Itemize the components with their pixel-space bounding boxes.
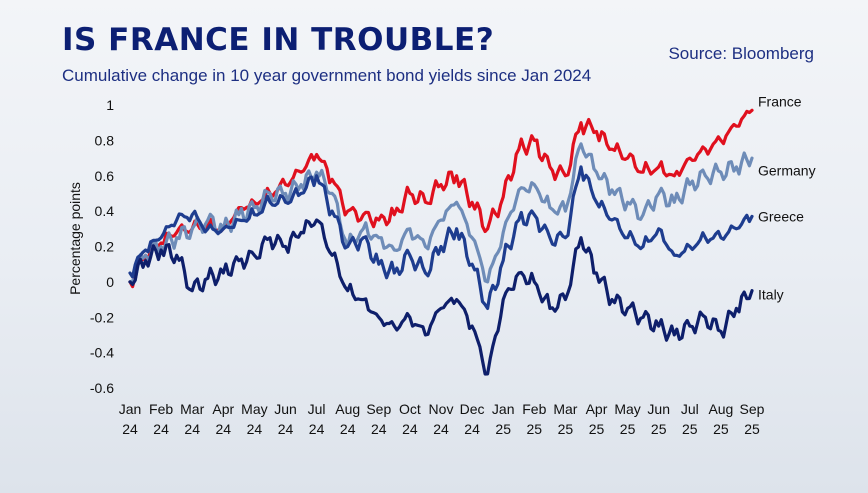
x-tick-year: 24 [402,421,418,437]
x-tick-month: Mar [553,401,577,417]
x-tick-month: Feb [522,401,546,417]
x-tick-month: Apr [586,401,608,417]
x-tick-year: 24 [464,421,480,437]
x-tick-month: Jun [647,401,670,417]
y-axis-label: Percentage points [67,182,83,295]
x-tick-year: 25 [589,421,605,437]
series-line-greece [128,165,754,310]
x-tick-month: Jul [681,401,699,417]
x-tick-year: 25 [495,421,511,437]
x-tick-month: Sep [740,401,765,417]
x-tick-month: Sep [366,401,391,417]
x-tick-month: Mar [180,401,204,417]
chart-source: Source: Bloomberg [668,44,814,63]
series-line-france [128,108,754,289]
x-axis: Jan 24 Feb 24 Mar 24 Apr 24 May 24 Jun 24 Jul 24 Aug 24… [119,401,765,437]
x-tick-month: Nov [429,401,454,417]
y-tick-label: -0.6 [90,380,114,396]
y-tick-label: -0.4 [90,345,114,361]
x-tick-year: 25 [651,421,667,437]
y-tick-label: 0.6 [95,168,115,184]
x-tick-month: Dec [460,401,485,417]
series-label-france: France [758,93,802,109]
x-tick-year: 24 [340,421,356,437]
x-tick-year: 25 [713,421,729,437]
chart-title: IS FRANCE IN TROUBLE? [62,22,495,58]
x-tick-month: May [614,401,640,417]
x-tick-year: 24 [153,421,169,437]
x-tick-month: Aug [708,401,733,417]
series-lines [128,108,754,376]
y-tick-label: 0.8 [95,132,115,148]
x-tick-year: 24 [216,421,232,437]
x-tick-year: 24 [433,421,449,437]
x-tick-year: 25 [558,421,574,437]
x-tick-month: Aug [335,401,360,417]
x-tick-month: May [241,401,267,417]
y-tick-label: 0.2 [95,239,115,255]
x-tick-year: 25 [620,421,636,437]
x-tick-year: 25 [682,421,698,437]
x-tick-month: Jun [274,401,297,417]
x-tick-month: Oct [399,401,421,417]
series-line-germany [128,142,754,284]
series-label-italy: Italy [758,286,784,302]
series-labels: France Germany Greece Italy [758,93,816,302]
x-tick-year: 24 [278,421,294,437]
x-tick-month: Apr [212,401,234,417]
x-tick-month: Jan [492,401,515,417]
y-tick-label: 0.4 [95,203,115,219]
x-tick-year: 24 [184,421,200,437]
x-tick-month: Feb [149,401,173,417]
y-axis: -0.6 -0.4 -0.2 0 0.2 0.4 0.6 0.8 1 [90,97,114,396]
x-tick-month: Jan [119,401,142,417]
x-tick-year: 24 [309,421,325,437]
x-tick-year: 25 [527,421,543,437]
x-tick-month: Jul [308,401,326,417]
x-tick-year: 25 [744,421,760,437]
x-tick-year: 24 [122,421,138,437]
series-line-italy [128,218,754,376]
y-tick-label: 1 [106,97,114,113]
y-tick-label: -0.2 [90,309,114,325]
y-tick-label: 0 [106,274,114,290]
series-label-germany: Germany [758,162,816,178]
series-label-greece: Greece [758,208,804,224]
x-tick-year: 24 [247,421,263,437]
chart-subtitle: Cumulative change in 10 year government … [62,66,592,85]
x-tick-year: 24 [371,421,387,437]
